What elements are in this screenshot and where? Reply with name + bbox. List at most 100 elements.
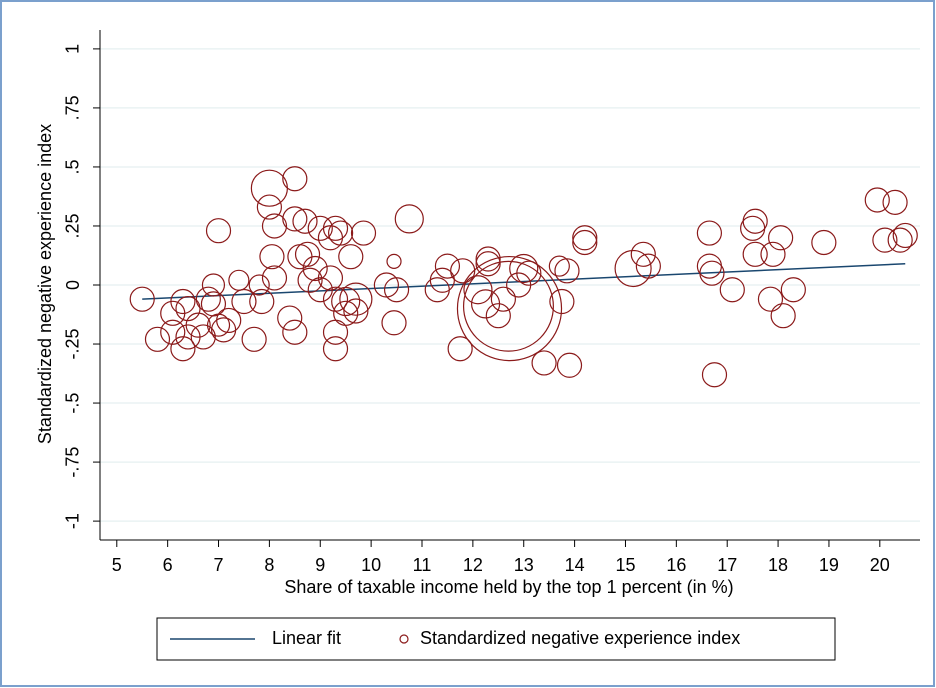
bubble <box>742 241 768 267</box>
bubble <box>241 326 267 352</box>
bubble <box>343 298 369 324</box>
bubble <box>261 213 288 239</box>
bubble <box>256 194 282 220</box>
bubble <box>768 225 794 251</box>
bubble <box>882 189 908 215</box>
bubble <box>175 296 201 322</box>
x-tick-label: 9 <box>315 555 325 575</box>
bubble <box>434 253 461 279</box>
bubble <box>322 215 349 241</box>
legend-label: Linear fit <box>272 628 341 648</box>
bubble <box>696 220 723 246</box>
bubble <box>317 265 344 291</box>
bubble <box>531 350 557 376</box>
x-tick-label: 5 <box>112 555 122 575</box>
bubble <box>282 166 308 192</box>
bubble <box>572 225 598 251</box>
bubble <box>699 260 725 286</box>
bubble <box>383 277 410 303</box>
bubble <box>294 241 321 267</box>
bubble <box>205 218 232 244</box>
bubble <box>485 303 511 329</box>
bubble <box>887 227 913 253</box>
bubble <box>170 288 196 315</box>
x-tick-label: 18 <box>768 555 788 575</box>
bubble <box>190 324 216 350</box>
x-tick-label: 11 <box>413 555 432 575</box>
fit-line <box>142 263 906 300</box>
legend-label: Standardized negative experience index <box>420 628 740 648</box>
bubble <box>770 303 796 329</box>
bubble <box>307 215 333 241</box>
bubble <box>463 275 493 305</box>
bubble <box>757 286 784 312</box>
y-tick-label: .5 <box>63 159 83 174</box>
bubble <box>864 187 890 213</box>
bubble <box>509 253 539 284</box>
bubble <box>338 244 364 270</box>
x-tick-label: 13 <box>514 555 534 575</box>
bubble <box>297 267 323 293</box>
bubble <box>635 253 661 279</box>
bubble <box>892 222 918 249</box>
bubble <box>554 258 580 284</box>
bubble <box>248 274 270 296</box>
bubble <box>811 229 837 256</box>
x-tick-label: 14 <box>565 555 585 575</box>
bubble <box>277 305 303 331</box>
bubble <box>719 277 745 303</box>
bubble <box>450 258 476 284</box>
y-tick-label: 0 <box>63 280 83 290</box>
bubble <box>282 206 308 232</box>
y-tick-label: -1 <box>63 513 83 529</box>
x-tick-label: 19 <box>819 555 839 575</box>
x-tick-label: 17 <box>717 555 737 575</box>
bubble <box>249 288 275 315</box>
x-axis-title: Share of taxable income held by the top … <box>284 577 733 597</box>
bubble <box>261 265 288 291</box>
bubble <box>556 352 583 378</box>
x-tick-label: 16 <box>666 555 686 575</box>
bubble <box>760 241 786 267</box>
y-tick-label: 1 <box>63 44 83 54</box>
legend-box <box>156 617 836 661</box>
bubble <box>386 253 402 269</box>
bubble <box>350 220 377 246</box>
bubble <box>447 336 473 362</box>
bubble <box>780 277 806 303</box>
bubble <box>328 220 354 246</box>
x-tick-label: 7 <box>214 555 224 575</box>
x-tick-label: 12 <box>463 555 483 575</box>
bubble <box>302 255 328 282</box>
bubble <box>701 362 728 388</box>
bubble <box>129 286 155 312</box>
x-tick-label: 10 <box>361 555 381 575</box>
bubble <box>339 282 373 316</box>
bubble <box>630 241 656 267</box>
bubble <box>333 300 359 326</box>
bubble <box>185 312 211 338</box>
y-tick-label: -.5 <box>63 393 83 414</box>
bubble <box>475 251 501 277</box>
bubble <box>144 326 171 352</box>
bubble <box>292 208 318 234</box>
bubble <box>259 244 285 270</box>
x-tick-label: 6 <box>163 555 173 575</box>
bubble <box>429 267 455 293</box>
bubble <box>456 255 563 362</box>
y-tick-label: .25 <box>63 213 83 238</box>
bubble <box>160 319 186 345</box>
y-tick-label: -.75 <box>63 447 83 478</box>
y-axis-title: Standardized negative experience index <box>35 124 55 444</box>
bubble <box>549 288 575 315</box>
bubble <box>231 288 257 315</box>
bubble <box>475 246 501 272</box>
legend-swatch <box>399 634 409 644</box>
bubble <box>614 249 652 288</box>
bubble <box>516 260 542 286</box>
bubble <box>742 208 768 234</box>
bubble <box>201 273 226 297</box>
bubble <box>490 286 516 312</box>
